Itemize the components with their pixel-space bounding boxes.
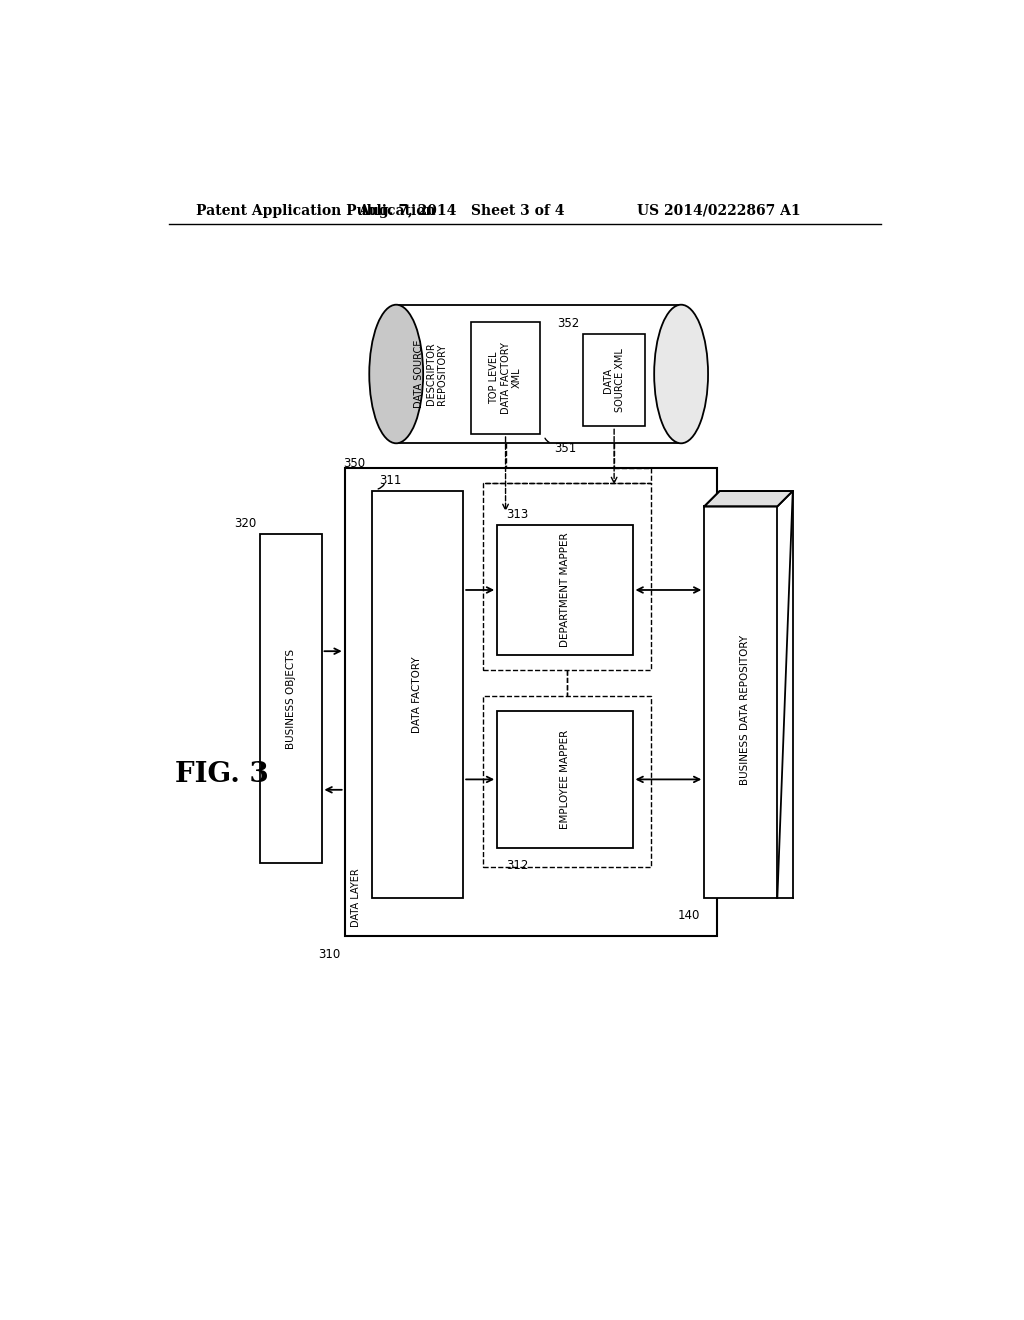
Polygon shape <box>705 491 793 507</box>
Bar <box>705 507 777 898</box>
Text: 311: 311 <box>379 474 401 487</box>
Text: BUSINESS OBJECTS: BUSINESS OBJECTS <box>286 648 296 748</box>
Bar <box>584 334 645 426</box>
Ellipse shape <box>654 305 708 444</box>
Bar <box>345 469 717 936</box>
Text: DATA
SOURCE XML: DATA SOURCE XML <box>603 348 625 412</box>
Bar <box>372 491 463 898</box>
Text: DATA SOURCE
DESCRIPTOR
REPOSITORY: DATA SOURCE DESCRIPTOR REPOSITORY <box>415 339 447 408</box>
Text: TOP LEVEL
DATA FACTORY
XML: TOP LEVEL DATA FACTORY XML <box>488 342 522 413</box>
Bar <box>497 711 633 847</box>
Bar <box>483 483 651 671</box>
Text: 352: 352 <box>557 317 580 330</box>
Text: 351: 351 <box>554 442 577 455</box>
Text: BUSINESS DATA REPOSITORY: BUSINESS DATA REPOSITORY <box>739 635 750 785</box>
Text: FIG. 3: FIG. 3 <box>174 760 268 788</box>
Text: 310: 310 <box>318 948 341 961</box>
Bar <box>471 322 541 434</box>
Bar <box>497 525 633 655</box>
Bar <box>260 535 322 863</box>
Text: DATA FACTORY: DATA FACTORY <box>413 656 422 733</box>
Text: DEPARTMENT MAPPER: DEPARTMENT MAPPER <box>560 533 569 647</box>
Text: DATA LAYER: DATA LAYER <box>351 869 361 927</box>
Bar <box>396 305 681 444</box>
Text: 350: 350 <box>343 457 366 470</box>
Text: 312: 312 <box>506 859 528 873</box>
Ellipse shape <box>370 305 423 444</box>
Bar <box>483 696 651 867</box>
Text: Aug. 7, 2014   Sheet 3 of 4: Aug. 7, 2014 Sheet 3 of 4 <box>358 203 565 218</box>
Text: Patent Application Publication: Patent Application Publication <box>196 203 435 218</box>
Text: 140: 140 <box>678 909 700 923</box>
Text: 320: 320 <box>233 517 256 531</box>
Text: 313: 313 <box>506 508 528 521</box>
Text: US 2014/0222867 A1: US 2014/0222867 A1 <box>637 203 801 218</box>
Text: EMPLOYEE MAPPER: EMPLOYEE MAPPER <box>560 730 569 829</box>
